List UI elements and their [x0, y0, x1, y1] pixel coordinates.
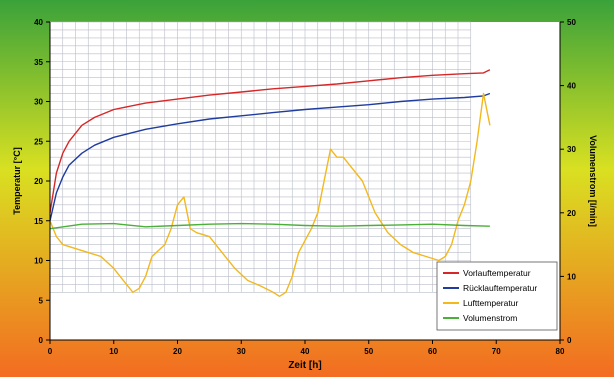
x-axis-label: Zeit [h] [288, 360, 321, 371]
y-left-tick-label: 5 [39, 296, 44, 305]
y-right-tick-label: 40 [567, 82, 576, 91]
axes [46, 21, 564, 344]
y-left-tick-label: 0 [39, 336, 44, 345]
y-left-tick-label: 25 [34, 137, 43, 146]
y-left-tick-label: 10 [34, 257, 43, 266]
x-tick-label: 50 [364, 347, 373, 356]
series-line-3 [49, 222, 490, 230]
legend-label: Lufttemperatur [463, 298, 518, 308]
y-left-tick-label: 30 [34, 98, 43, 107]
series-line-1 [49, 92, 491, 221]
y-right-tick-label: 50 [567, 18, 576, 27]
x-tick-label: 60 [428, 347, 437, 356]
x-tick-label: 80 [556, 347, 565, 356]
x-tick-label: 40 [301, 347, 310, 356]
series-line-0 [49, 69, 491, 213]
y-right-tick-label: 0 [567, 336, 572, 345]
y-right-tick-label: 10 [567, 272, 576, 281]
legend-label: Vorlauftemperatur [463, 268, 531, 278]
x-tick-label: 70 [492, 347, 501, 356]
legend-label: Rücklauftemperatur [463, 283, 537, 293]
x-tick-label: 20 [173, 347, 182, 356]
x-tick-label: 10 [109, 347, 118, 356]
legend: Vorlauftemperatur Rücklauftemperatur Luftt… [436, 261, 558, 331]
series-group [49, 69, 491, 297]
x-tick-label: 0 [48, 347, 53, 356]
y-right-tick-label: 20 [567, 209, 576, 218]
tick-labels: 0 10 20 30 40 50 60 70 8005101520253035400102030… [34, 18, 576, 356]
y-left-tick-label: 40 [34, 18, 43, 27]
y-axis-right-label: Volumenstrom [l/min] [588, 135, 598, 227]
x-tick-label: 30 [237, 347, 246, 356]
y-left-tick-label: 20 [34, 177, 43, 186]
y-axis-left-label: Temperatur [°C] [12, 147, 22, 214]
legend-label: Volumenstrom [463, 313, 517, 323]
y-left-tick-label: 15 [34, 217, 43, 226]
y-right-tick-label: 30 [567, 145, 576, 154]
y-left-tick-label: 35 [34, 58, 43, 67]
series-line-2 [49, 92, 491, 297]
